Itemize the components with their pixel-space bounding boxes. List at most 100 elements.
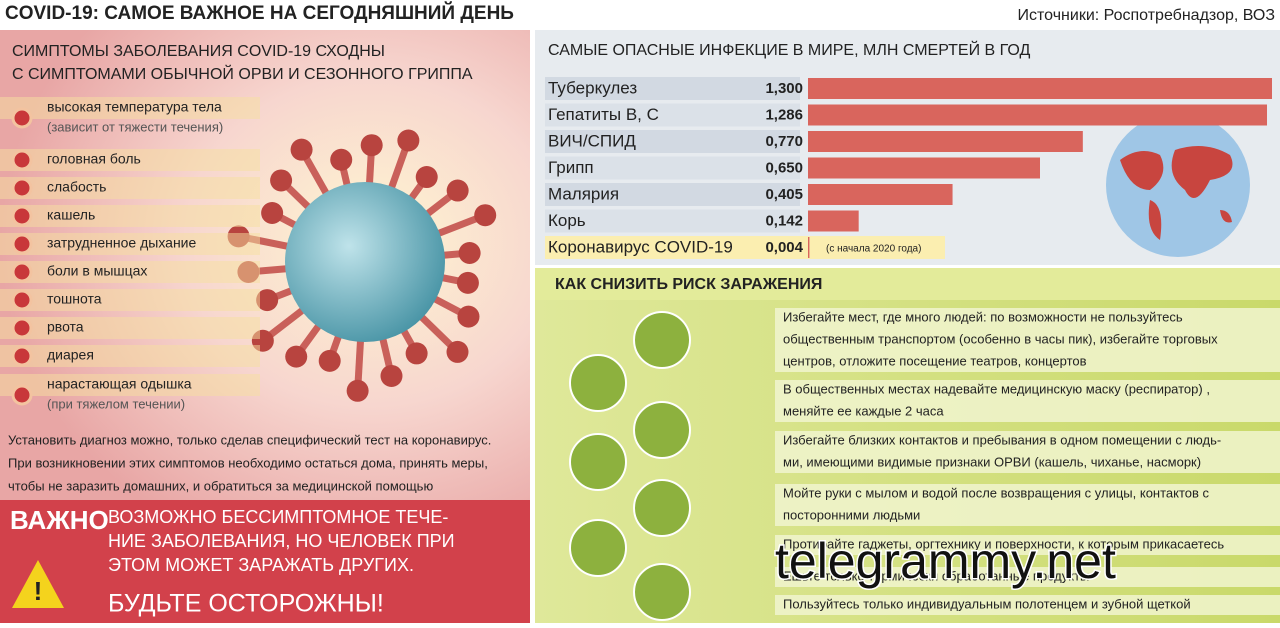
symptom-band [0,97,260,119]
virus-spike-tip [261,201,284,224]
symptom: рвота [47,319,84,335]
prevention-icon [569,354,627,412]
symptom-icon [11,233,33,255]
symptom-band [0,289,260,311]
bar [808,184,953,205]
bar [808,237,810,258]
important-panel [0,500,530,623]
symptom-icon [11,107,33,129]
virus-spike-tip [458,242,481,265]
symptom-band [0,205,260,227]
virus-spike-tip [446,179,469,202]
prevention-line: меняйте ее каждые 2 часа [783,403,944,418]
value-label: 1,300 [765,80,803,97]
prevention-icon [633,479,691,537]
virus-spike-tip [397,129,420,152]
chart-title: САМЫЕ ОПАСНЫЕ ИНФЕКЦИЕ В МИРЕ, МЛН СМЕРТ… [548,40,1031,59]
prevention-icons [569,311,691,621]
category-label: Гепатиты В, С [548,105,659,124]
symptom: боли в мышцах [47,263,147,279]
row-band [545,156,800,180]
important-line: ВОЗМОЖНО БЕССИМПТОМНОЕ ТЕЧЕ- [108,507,448,527]
important-label: ВАЖНО [10,505,109,535]
symptom-note: (при тяжелом течении) [47,396,185,411]
prevention-line: Ешьте только термически обработанные про… [783,568,1089,583]
symptom-icon [11,289,33,311]
virus-spike-tip [415,166,438,189]
value-label: 0,650 [765,159,803,176]
prevention-heading: КАК СНИЗИТЬ РИСК ЗАРАЖЕНИЯ [555,276,822,293]
symptom-band [0,374,260,396]
symptom: затрудненное дыхание [47,235,196,251]
virus-spike-tip [330,148,353,171]
prevention-icon [569,519,627,577]
prevention-line: Избегайте мест, где много людей: по возм… [783,309,1183,324]
symptom: слабость [47,179,106,195]
value-label: 0,004 [765,239,803,256]
virus-spike-tip [318,349,341,372]
symptom-icon [11,384,33,406]
virus-spike-tip [457,305,480,328]
symptom-band [0,261,260,283]
symptom-icon [11,149,33,171]
row-band [545,130,800,153]
value-label: 0,770 [765,133,803,150]
symptom-icon [11,205,33,227]
virus-spike-tip [405,342,428,365]
prevention-item-band [775,484,1280,526]
prevention-line: Избегайте близких контактов и пребывания… [783,432,1221,447]
symptoms-heading: СИМПТОМЫ ЗАБОЛЕВАНИЯ COVID-19 СХОДНЫ [12,43,385,60]
category-label: Малярия [548,184,619,203]
advice-line: чтобы не заразить домашних, и обратиться… [8,478,433,493]
row-band [545,103,800,127]
symptoms-heading: С СИМПТОМАМИ ОБЫЧНОЙ ОРВИ И СЕЗОННОГО ГР… [12,64,473,83]
prevention-item-band [775,308,1280,372]
virus-spike-tip [270,169,293,192]
important-line: НИЕ ЗАБОЛЕВАНИЯ, НО ЧЕЛОВЕК ПРИ [108,531,455,551]
symptom-icon [11,317,33,339]
prevention-item-band [775,595,1280,615]
bar [808,78,1272,99]
row-band [545,236,945,259]
advice-line: При возникновении этих симптомов необход… [8,455,488,470]
symptom-band [0,317,260,339]
value-label: 1,286 [765,106,803,123]
important-line: ЭТОМ МОЖЕТ ЗАРАЖАТЬ ДРУГИХ. [108,555,414,575]
prevention-line: посторонними людьми [783,507,920,522]
category-label: Коронавирус COVID-19 [548,237,733,256]
symptom-band [0,345,260,367]
prevention-icon [633,311,691,369]
prevention-item-band [775,535,1280,555]
bar [808,104,1268,126]
advice-line: Установить диагноз можно, только сделав … [8,432,491,447]
row-band [545,183,800,206]
bar [808,131,1083,152]
warning-text: БУДЬТЕ ОСТОРОЖНЫ! [108,590,384,618]
prevention-icon [633,563,691,621]
symptom-band [0,149,260,171]
virus-illustration [227,129,497,402]
prevention-line: В общественных местах надевайте медицинс… [783,381,1210,396]
virus-spike-tip [380,364,403,387]
category-label: Корь [548,211,586,230]
prevention-line: Пользуйтесь только индивидуальным полоте… [783,596,1191,611]
prevention-item-band [775,380,1280,422]
globe [1106,113,1250,257]
virus-spike-tip [474,204,497,227]
row-band [545,77,800,100]
prevention-line: ми, имеющими видимые признаки ОРВИ (каше… [783,454,1201,469]
symptom: высокая температура тела [47,99,222,115]
virus-spike-tip [290,138,313,161]
bar [808,210,859,232]
prevention-icon [633,401,691,459]
chart-note: (с начала 2020 года) [826,244,921,255]
category-label: Туберкулез [548,78,637,97]
symptom-band [0,233,260,255]
category-label: Грипп [548,158,594,177]
prevention-line: Протирайте гаджеты, оргтехнику и поверхн… [783,536,1224,551]
prevention-icon [569,433,627,491]
value-label: 0,142 [765,212,803,229]
virus-body [285,182,445,342]
virus-spike-tip [360,134,383,157]
